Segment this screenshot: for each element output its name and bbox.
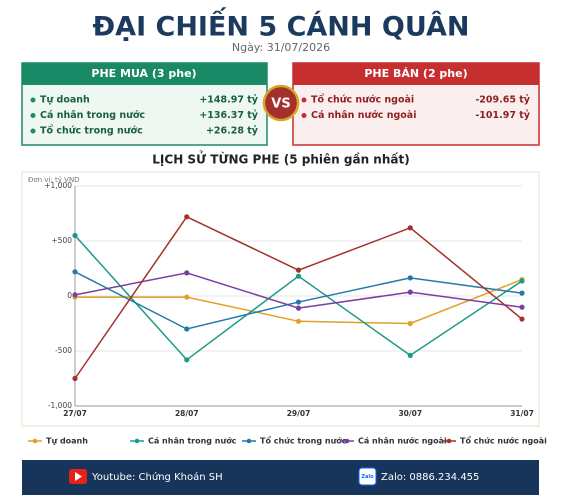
point <box>407 275 413 281</box>
point <box>407 225 413 231</box>
item-label: Tổ chức nước ngoài <box>311 94 414 106</box>
date: Ngày: 31/07/2026 <box>232 41 330 54</box>
chart-title: LỊCH SỬ TỪNG PHE (5 phiên gần nhất) <box>152 151 409 167</box>
zalo-icon-text: Zalo <box>361 474 374 480</box>
point <box>184 214 190 220</box>
item-value: +148.97 tỷ <box>199 95 258 106</box>
legend-label: Cá nhân nước ngoài <box>358 436 447 446</box>
x-tick-label: 29/07 <box>287 409 311 418</box>
y-tick-label: -500 <box>55 346 72 355</box>
point <box>407 352 413 358</box>
item-label: Tổ chức trong nước <box>40 125 143 137</box>
bullet <box>30 128 36 134</box>
legend-label: Cá nhân trong nước <box>148 436 237 446</box>
sell-header-bg <box>293 63 539 85</box>
y-tick-label: +1,000 <box>44 181 72 190</box>
x-tick-label: 31/07 <box>510 409 534 418</box>
point <box>519 278 525 284</box>
x-tick-label: 30/07 <box>398 409 422 418</box>
chart-frame <box>21 171 540 427</box>
youtube-play <box>75 472 82 481</box>
title: ĐẠI CHIẾN 5 CÁNH QUÂN <box>93 8 470 43</box>
point <box>72 269 78 275</box>
point <box>184 326 190 332</box>
point <box>295 305 302 311</box>
bullet <box>30 97 36 103</box>
zalo-icon <box>358 467 377 486</box>
point <box>519 304 525 310</box>
x-tick-label: 28/07 <box>175 409 199 418</box>
item-value: -101.97 tỷ <box>475 110 530 121</box>
point <box>519 290 525 296</box>
item-value: +136.37 tỷ <box>199 110 258 121</box>
point <box>184 357 190 363</box>
legend-label: Tự doanh <box>46 437 88 446</box>
y-tick-label: -1,000 <box>48 401 72 410</box>
item-label: Cá nhân nước ngoài <box>311 110 416 121</box>
point <box>72 292 78 298</box>
youtube-text: Youtube: Chứng Khoán SH <box>91 471 223 483</box>
bullet <box>301 97 307 103</box>
legend-label: Tổ chức trong nước <box>260 435 347 446</box>
legend-dot <box>32 438 38 444</box>
point <box>295 318 302 324</box>
point <box>72 375 78 382</box>
item-value: +26.28 tỷ <box>206 126 259 137</box>
item-value: -209.65 tỷ <box>475 95 530 106</box>
y-tick-label: +500 <box>51 236 72 245</box>
legend-label: Tổ chức nước ngoài <box>460 435 547 446</box>
point <box>295 273 302 279</box>
point <box>407 320 413 327</box>
sell-header: PHE BÁN (2 phe) <box>364 67 467 80</box>
item-label: Tự doanh <box>40 95 90 106</box>
bullet <box>301 113 307 118</box>
point <box>184 294 190 300</box>
x-tick-label: 27/07 <box>63 409 87 418</box>
legend-dot <box>446 438 452 444</box>
vs-badge <box>262 84 300 122</box>
vs-text: VS <box>271 97 290 112</box>
legend-dot <box>344 438 350 444</box>
footer <box>22 460 539 495</box>
buy-header-bg <box>22 63 267 85</box>
point <box>184 270 190 276</box>
legend-dot <box>134 438 140 444</box>
y-tick-label: 0 <box>67 291 72 300</box>
unit-label: Đơn vị: tỷ VND <box>28 175 80 184</box>
point <box>519 316 525 322</box>
zalo-text: Zalo: 0886.234.455 <box>381 472 479 483</box>
item-label: Cá nhân trong nước <box>40 110 145 121</box>
bullet <box>30 113 36 118</box>
point <box>295 267 302 273</box>
legend-dot <box>246 438 252 444</box>
point <box>407 289 413 295</box>
point <box>72 232 78 239</box>
point <box>295 299 302 305</box>
buy-header: PHE MUA (3 phe) <box>91 67 196 80</box>
